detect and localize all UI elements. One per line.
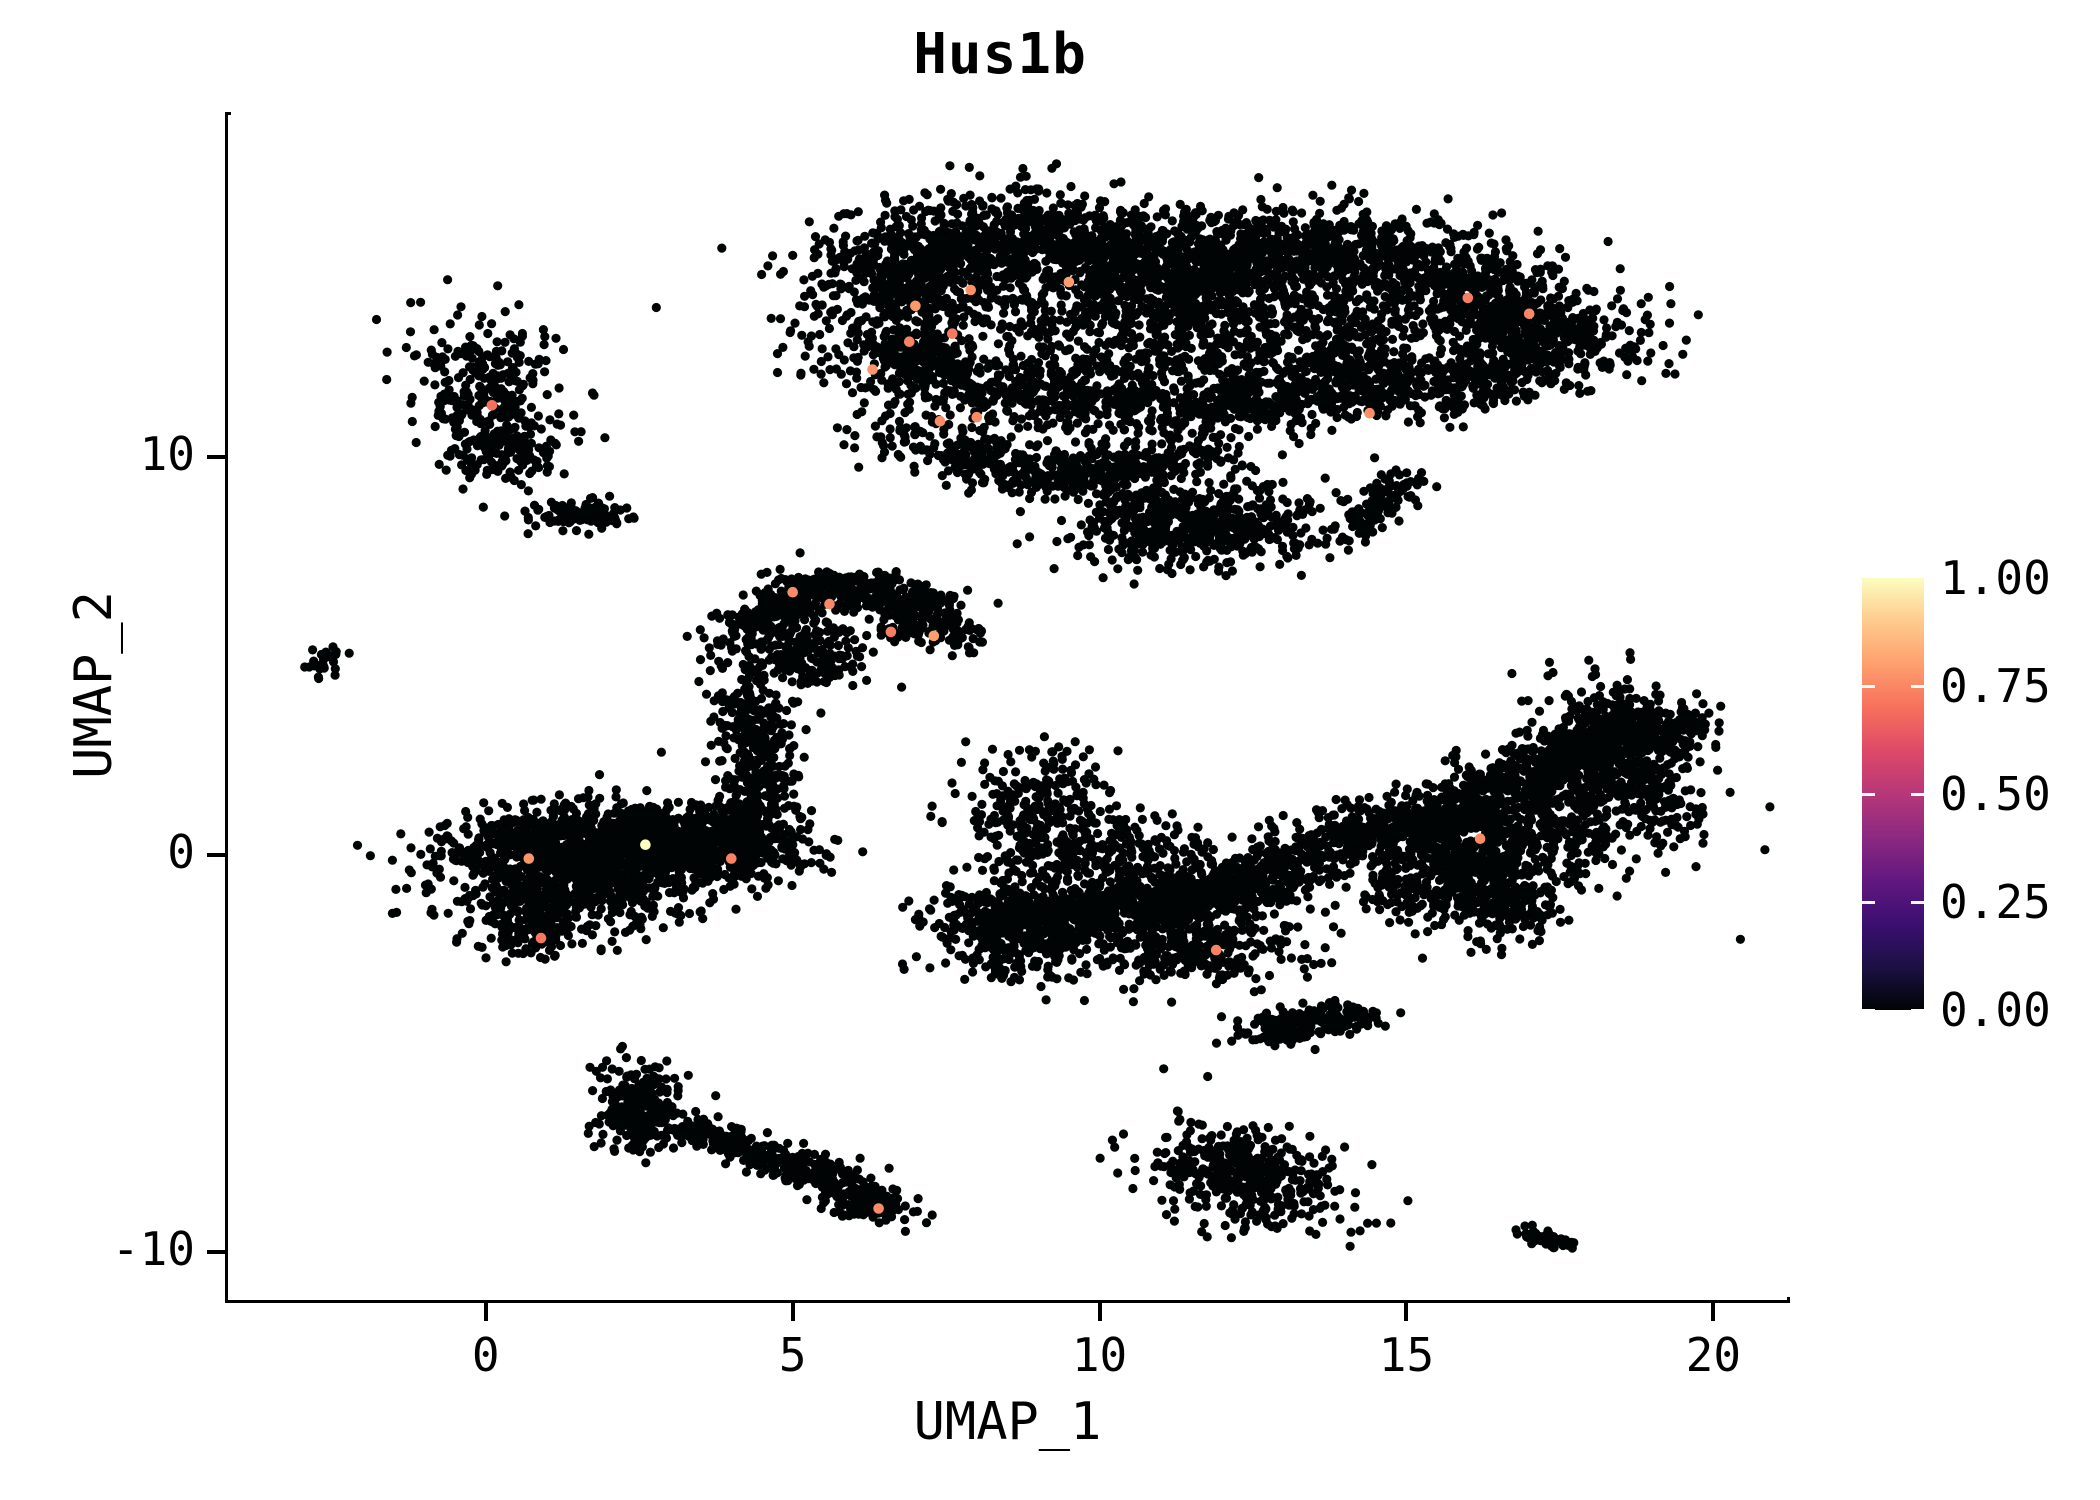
scatter-point-highlight: [726, 853, 737, 864]
y-tick-10: [207, 454, 225, 459]
scatter-point-highlight: [934, 415, 946, 427]
scatter-point-highlight: [1364, 407, 1375, 419]
x-axis-spine: [225, 1297, 1790, 1303]
scatter-point-highlight: [1474, 833, 1486, 844]
x-tick-label-5: 5: [778, 1328, 807, 1382]
x-tick-label-0: 0: [471, 1328, 500, 1382]
colorbar-label-0.25: 0.25: [1940, 875, 2051, 929]
scatter-point-highlight: [904, 336, 915, 347]
colorbar-tick-0.00: [1862, 1009, 1924, 1012]
x-tick-label-20: 20: [1685, 1328, 1742, 1382]
y-tick--10: [207, 1250, 225, 1255]
x-axis-label: UMAP_1: [913, 1392, 1102, 1452]
scatter-point-highlight: [1523, 308, 1535, 320]
colorbar-label-0.75: 0.75: [1940, 659, 2051, 713]
scatter-point-highlight: [867, 364, 878, 375]
colorbar: 1.00 0.75 0.50 0.25 0.00: [1862, 551, 2092, 1037]
colorbar-tick-0.25: [1862, 901, 1924, 904]
y-axis-label: UMAP_2: [64, 591, 124, 779]
x-tick-label-10: 10: [1071, 1328, 1128, 1382]
plot-area: [228, 115, 1787, 1300]
scatter-point-highlight: [824, 598, 835, 610]
scatter-point-highlight: [535, 932, 547, 944]
scatter-point-highlight: [873, 1203, 884, 1214]
scatter-point-highlight: [885, 626, 897, 638]
scatter-point-highlight: [947, 328, 958, 339]
x-tick-10: [1097, 1303, 1102, 1321]
y-tick-label-0: 0: [167, 824, 195, 879]
scatter-point-highlight: [787, 586, 798, 598]
y-tick-label--10: -10: [111, 1222, 195, 1277]
scatter-point-highlight: [640, 839, 651, 850]
colorbar-tick-0.75: [1862, 685, 1924, 688]
scatter-point-highlight: [486, 400, 498, 411]
x-tick-15: [1404, 1303, 1409, 1321]
y-tick-label-10: 10: [139, 426, 195, 481]
scatter-point-highlight: [523, 853, 535, 864]
x-tick-20: [1711, 1303, 1716, 1321]
page-title: Hus1b: [913, 22, 1087, 87]
x-tick-label-15: 15: [1378, 1328, 1435, 1382]
y-tick-0: [207, 852, 225, 857]
colorbar-tick-0.50: [1862, 793, 1924, 796]
scatter-point-highlight: [910, 300, 921, 312]
scatter-point-highlight: [965, 284, 976, 296]
x-tick-0: [483, 1303, 488, 1321]
colorbar-label-1.00: 1.00: [1940, 551, 2051, 605]
scatter-point-highlight: [928, 630, 940, 642]
scatter-point-highlight: [971, 411, 983, 423]
scatter-point-highlight: [1063, 276, 1075, 288]
scatter-canvas: [300, 159, 1775, 1253]
colorbar-label-0.50: 0.50: [1940, 767, 2051, 821]
x-tick-5: [790, 1303, 795, 1321]
colorbar-label-0.00: 0.00: [1940, 983, 2051, 1037]
scatter-point-highlight: [1210, 944, 1222, 956]
scatter-point-highlight: [1462, 292, 1474, 304]
